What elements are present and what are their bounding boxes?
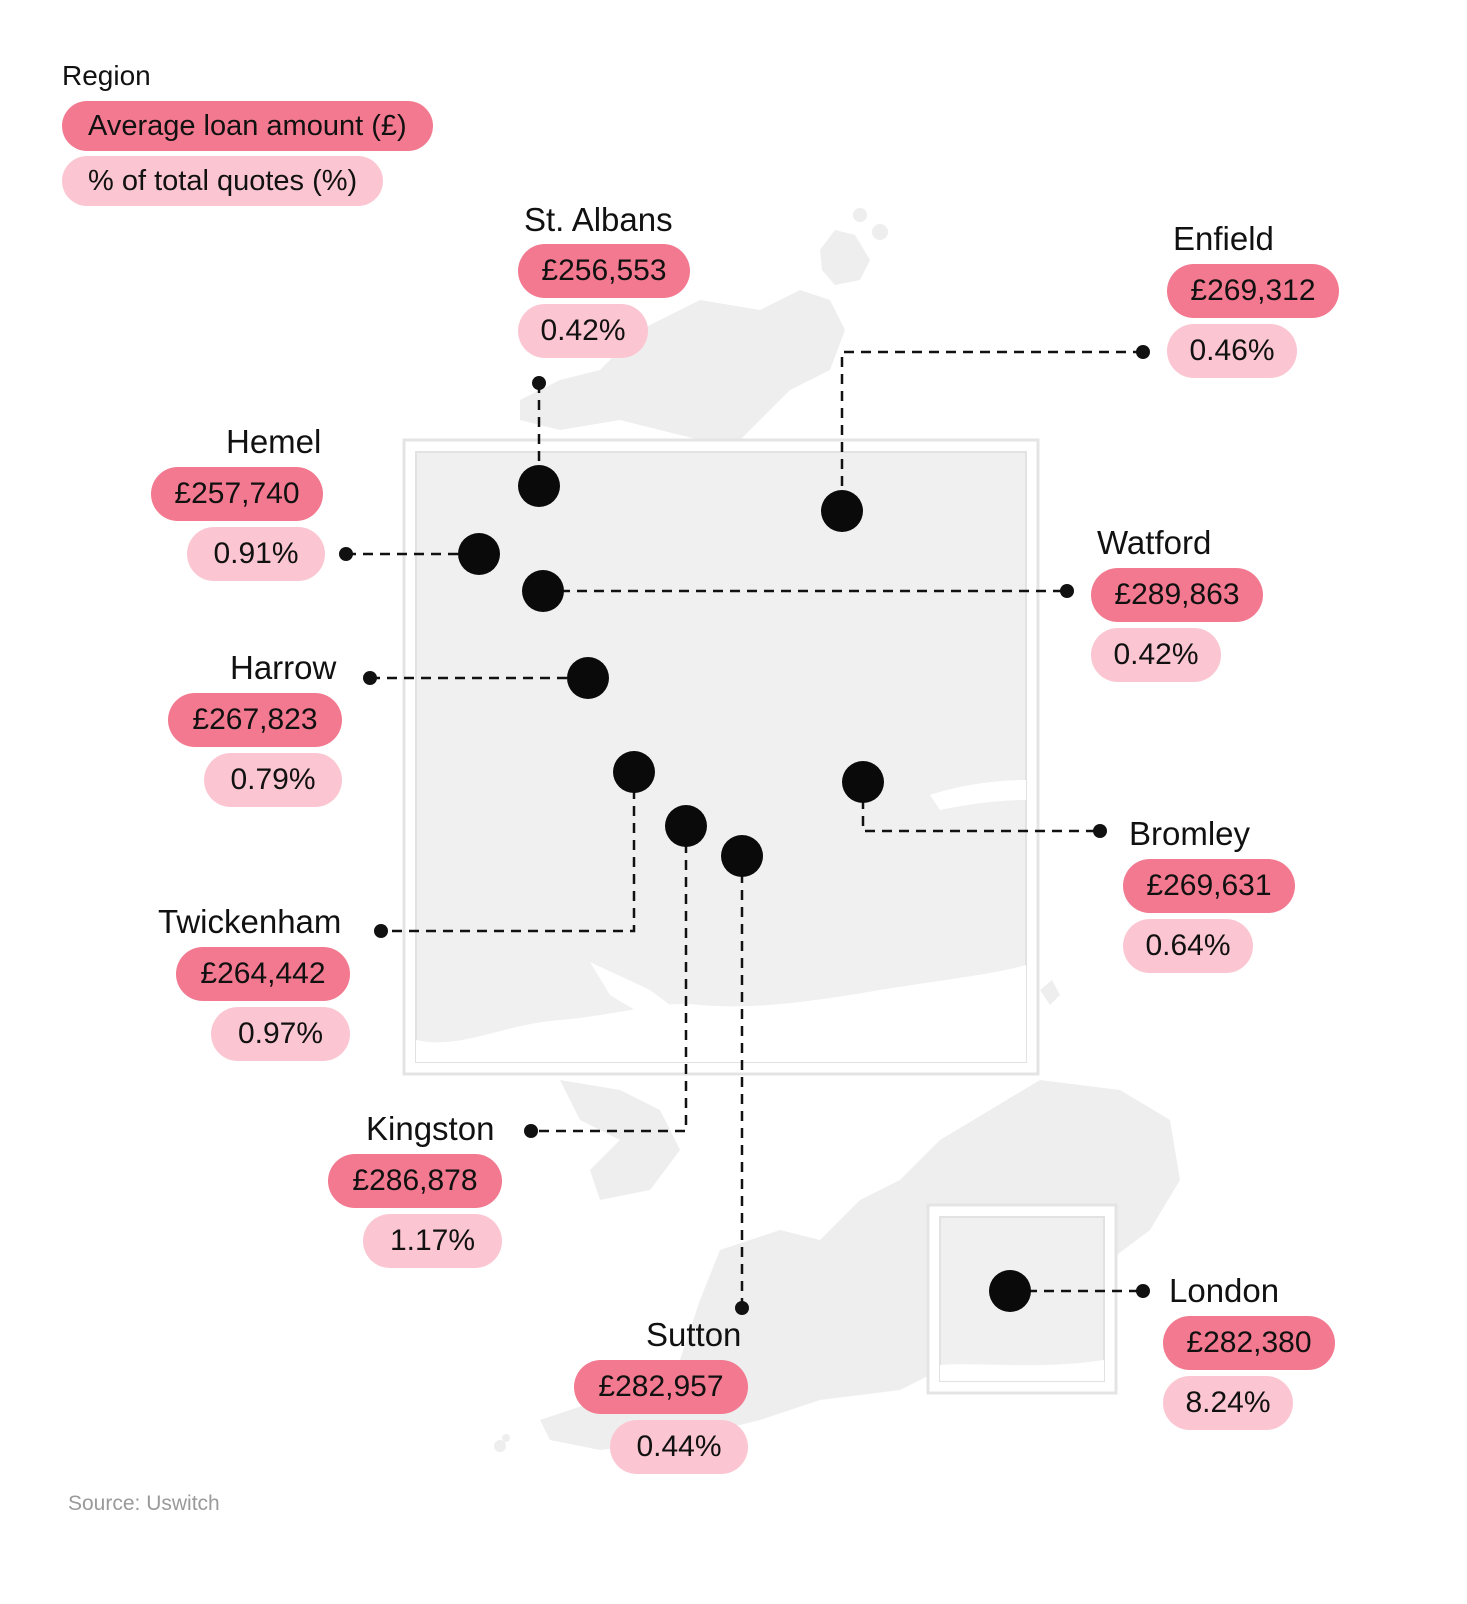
loan-pill-twickenham: £264,442 xyxy=(176,947,350,1001)
region-name-bromley: Bromley xyxy=(1129,815,1251,852)
loan-pill-london: £282,380 xyxy=(1163,1316,1335,1370)
pct-pill-sutton: 0.44% xyxy=(610,1420,748,1474)
endpoint-dot xyxy=(363,671,377,685)
source-note: Source: Uswitch xyxy=(68,1492,220,1515)
endpoint-dot xyxy=(374,924,388,938)
legend-pct-pill: % of total quotes (%) xyxy=(62,156,384,206)
pct-pill-harrow: 0.79% xyxy=(204,753,342,807)
pct-pill-watford: 0.42% xyxy=(1091,628,1221,682)
marker-twickenham xyxy=(613,751,655,793)
endpoint-dot xyxy=(1093,824,1107,838)
endpoint-dot xyxy=(339,547,353,561)
loan-pill-watford: £289,863 xyxy=(1091,568,1263,622)
marker-london xyxy=(989,1270,1031,1312)
endpoint-dot xyxy=(524,1124,538,1138)
endpoint-dot xyxy=(1136,345,1150,359)
leader-enfield xyxy=(840,350,1143,511)
marker-enfield xyxy=(821,490,863,532)
marker-bromley xyxy=(842,761,884,803)
loan-pill-hemel: £257,740 xyxy=(151,467,323,521)
region-name-london: London xyxy=(1169,1272,1280,1309)
region-name-hemel: Hemel xyxy=(226,423,322,460)
marker-st-albans xyxy=(518,465,560,507)
endpoint-dot xyxy=(1136,1284,1150,1298)
loan-pill-sutton: £282,957 xyxy=(574,1360,748,1414)
pct-pill-enfield: 0.46% xyxy=(1167,324,1297,378)
region-name-enfield: Enfield xyxy=(1173,220,1274,257)
region-name-st-albans: St. Albans xyxy=(524,201,673,238)
region-name-watford: Watford xyxy=(1097,524,1212,561)
loan-pill-harrow: £267,823 xyxy=(168,693,342,747)
marker-kingston xyxy=(665,805,707,847)
legend-loan-pill: Average loan amount (£) xyxy=(62,101,433,151)
leader-twickenham xyxy=(381,772,636,933)
leader-bromley xyxy=(861,782,1100,833)
region-name-harrow: Harrow xyxy=(230,649,337,686)
region-name-twickenham: Twickenham xyxy=(158,903,342,940)
inset-frame-inner xyxy=(415,451,1027,1063)
loan-pill-kingston: £286,878 xyxy=(328,1154,502,1208)
marker-watford xyxy=(522,570,564,612)
region-name-sutton: Sutton xyxy=(646,1316,742,1353)
loan-pill-st-albans: £256,553 xyxy=(518,244,690,298)
pct-pill-london: 8.24% xyxy=(1163,1376,1293,1430)
leader-kingston xyxy=(531,826,688,1133)
loan-pill-bromley: £269,631 xyxy=(1123,859,1295,913)
region-name-kingston: Kingston xyxy=(366,1110,495,1147)
endpoint-dot xyxy=(1060,584,1074,598)
pct-pill-bromley: 0.64% xyxy=(1123,919,1253,973)
marker-hemel xyxy=(458,533,500,575)
marker-harrow xyxy=(567,657,609,699)
pct-pill-st-albans: 0.42% xyxy=(518,304,648,358)
legend-title: Region xyxy=(62,60,151,91)
endpoint-dot xyxy=(532,376,546,390)
pct-pill-kingston: 1.17% xyxy=(363,1214,502,1268)
pct-pill-twickenham: 0.97% xyxy=(211,1007,350,1061)
pct-pill-hemel: 0.91% xyxy=(187,527,325,581)
endpoint-dot xyxy=(735,1301,749,1315)
loan-pill-enfield: £269,312 xyxy=(1167,264,1339,318)
marker-sutton xyxy=(721,835,763,877)
inset-river xyxy=(416,780,1026,1062)
